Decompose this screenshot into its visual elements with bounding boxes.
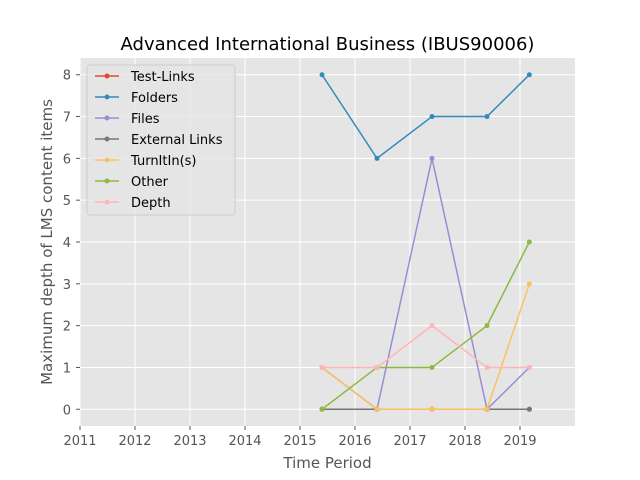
data-point-turnitin-s bbox=[526, 281, 532, 287]
data-point-folders bbox=[429, 114, 435, 120]
data-point-depth bbox=[429, 323, 435, 329]
series-folders bbox=[319, 72, 532, 161]
data-point-turnitin-s bbox=[484, 406, 490, 412]
data-point-folders bbox=[374, 155, 380, 161]
y-tick-label: 1 bbox=[63, 361, 71, 376]
legend-box bbox=[86, 64, 236, 216]
y-tick-label: 3 bbox=[63, 278, 71, 293]
legend-item-folders: Folders bbox=[95, 91, 178, 106]
legend-item-external-links: External Links bbox=[95, 133, 223, 148]
y-tick-label: 0 bbox=[63, 403, 71, 418]
series-depth bbox=[319, 323, 532, 370]
legend-item-other: Other bbox=[95, 175, 169, 190]
legend-label: TurnItIn(s) bbox=[130, 154, 196, 169]
y-tick-label: 8 bbox=[63, 69, 71, 84]
chart-title: Advanced International Business (IBUS900… bbox=[121, 34, 535, 55]
legend-label: Depth bbox=[131, 196, 171, 211]
legend-item-test-links: Test-Links bbox=[95, 70, 195, 85]
y-tick-label: 6 bbox=[63, 152, 71, 167]
data-point-depth bbox=[319, 364, 325, 370]
legend-swatch-marker bbox=[104, 94, 110, 100]
series-lines bbox=[319, 72, 532, 412]
x-tick-label: 2013 bbox=[173, 434, 206, 449]
x-tick-label: 2019 bbox=[503, 434, 536, 449]
legend-label: Folders bbox=[131, 91, 178, 106]
y-axis-label: Maximum depth of LMS content items bbox=[38, 99, 56, 385]
x-tick-label: 2018 bbox=[448, 434, 481, 449]
data-point-turnitin-s bbox=[429, 406, 435, 412]
x-tick-label: 2012 bbox=[118, 434, 151, 449]
data-point-depth bbox=[374, 364, 380, 370]
legend-swatch-marker bbox=[104, 115, 110, 121]
legend-swatch-marker bbox=[104, 178, 110, 184]
legend-label: External Links bbox=[131, 133, 223, 148]
legend-label: Other bbox=[131, 175, 169, 190]
data-point-other bbox=[484, 323, 490, 329]
data-point-turnitin-s bbox=[374, 406, 380, 412]
x-tick-label: 2017 bbox=[393, 434, 426, 449]
x-tick-label: 2011 bbox=[63, 434, 96, 449]
axis-ticks: 2011 2012 2013 2014 2015 2016 2017 2018 2019 0 1 2 3… bbox=[63, 69, 537, 449]
legend-label: Files bbox=[131, 112, 160, 127]
legend-swatch-marker bbox=[104, 199, 110, 205]
x-tick-label: 2014 bbox=[228, 434, 261, 449]
legend-item-files: Files bbox=[95, 112, 160, 127]
legend-label: Test-Links bbox=[130, 70, 195, 85]
data-point-other bbox=[429, 364, 435, 370]
legend-swatch-marker bbox=[104, 136, 110, 142]
legend-item-turnitin-s: TurnItIn(s) bbox=[95, 154, 196, 169]
data-point-depth bbox=[484, 364, 490, 370]
y-tick-label: 4 bbox=[63, 236, 71, 251]
legend: Test-Links Folders Files External Links Turn… bbox=[86, 64, 236, 216]
data-point-files bbox=[429, 155, 435, 161]
x-tick-label: 2015 bbox=[283, 434, 316, 449]
y-tick-label: 7 bbox=[63, 111, 71, 126]
y-tick-label: 5 bbox=[63, 194, 71, 209]
legend-item-depth: Depth bbox=[95, 196, 171, 211]
y-tick-label: 2 bbox=[63, 320, 71, 335]
legend-swatch-marker bbox=[104, 73, 110, 79]
data-point-other bbox=[526, 239, 532, 245]
data-point-folders bbox=[484, 114, 490, 120]
x-tick-label: 2016 bbox=[338, 434, 371, 449]
data-point-external-links bbox=[526, 406, 532, 412]
x-axis-label: Time Period bbox=[282, 454, 371, 472]
data-point-depth bbox=[526, 364, 532, 370]
legend-swatch-marker bbox=[104, 157, 110, 163]
data-point-folders bbox=[526, 72, 532, 78]
data-point-other bbox=[319, 406, 325, 412]
data-point-folders bbox=[319, 72, 325, 78]
